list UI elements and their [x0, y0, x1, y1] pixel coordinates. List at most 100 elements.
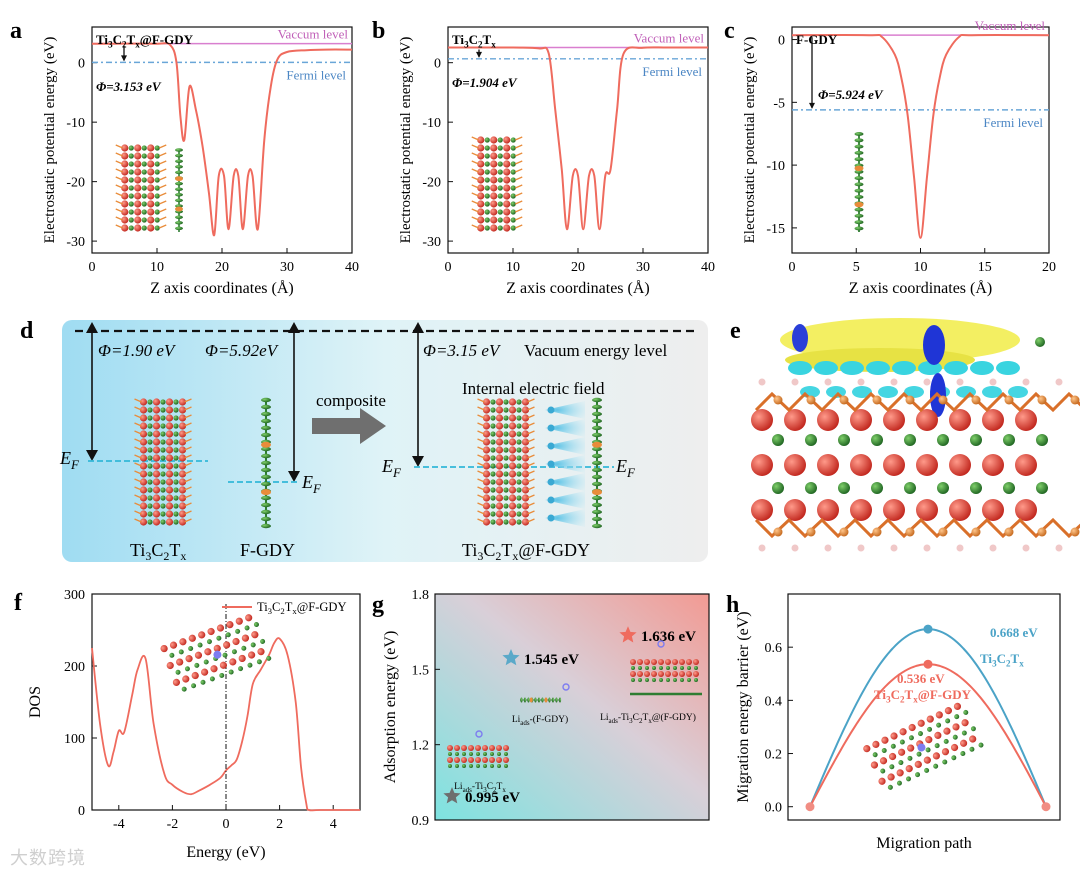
- hydrogen-atom: [791, 378, 799, 386]
- carbon-atom: [497, 169, 503, 175]
- carbon-atom: [160, 399, 166, 405]
- titanium-atom: [495, 510, 504, 518]
- carbon-atom: [175, 669, 181, 675]
- titanium-atom: [495, 430, 504, 438]
- x-tick-label: 2: [276, 817, 283, 832]
- gdy-ring: [534, 697, 537, 703]
- terminal-bond: [158, 224, 167, 229]
- titanium-atom: [216, 624, 225, 632]
- carbon-atom: [497, 153, 503, 159]
- terminal-bond: [184, 494, 192, 499]
- titanium-atom: [495, 406, 504, 414]
- titanium-atom: [482, 406, 491, 414]
- carbon-atom: [128, 201, 134, 207]
- titanium-atom: [461, 757, 467, 763]
- carbon-atom: [631, 666, 635, 670]
- y-tick-label: -20: [66, 176, 85, 191]
- terminal-bond: [527, 398, 535, 403]
- carbon-atom: [484, 153, 490, 159]
- oxygen-atom: [839, 527, 849, 537]
- x-tick-label: 20: [1042, 260, 1056, 275]
- titanium-atom: [178, 406, 187, 414]
- titanium-atom: [490, 184, 498, 192]
- carbon-atom: [1003, 434, 1015, 446]
- titanium-atom: [508, 422, 517, 430]
- titanium-atom: [134, 200, 142, 208]
- titanium-atom: [751, 454, 773, 476]
- titanium-atom: [179, 638, 187, 646]
- carbon-atom: [970, 482, 982, 494]
- titanium-atom: [482, 470, 491, 478]
- carbon-atom: [510, 193, 516, 199]
- titanium-atom: [165, 454, 174, 462]
- titanium-atom: [152, 438, 161, 446]
- titanium-atom: [134, 224, 142, 232]
- carbon-atom: [925, 747, 931, 753]
- terminal-bond: [477, 414, 485, 419]
- titanium-atom: [496, 757, 502, 763]
- carbon-atom: [510, 201, 516, 207]
- titanium-atom: [139, 414, 148, 422]
- terminal-bond: [471, 168, 480, 173]
- composite-structure-right: [477, 397, 602, 529]
- titanium-atom: [658, 659, 664, 665]
- terminal-bond: [527, 518, 535, 523]
- charge-cloud-cyan: [996, 361, 1020, 375]
- carbon-atom: [916, 751, 922, 757]
- gdy-ring: [592, 397, 602, 403]
- carbon-atom: [173, 519, 179, 525]
- terminal-bond: [477, 462, 485, 467]
- titanium-atom: [482, 494, 491, 502]
- y-tick-label: 0: [778, 34, 785, 49]
- titanium-atom: [139, 438, 148, 446]
- gdy-ring: [854, 132, 864, 136]
- y-axis-label: Migration energy barrier (eV): [735, 611, 752, 802]
- titanium-atom: [943, 727, 951, 735]
- carbon-atom: [173, 447, 179, 453]
- titanium-atom: [178, 486, 187, 494]
- carbon-atom: [160, 455, 166, 461]
- carbon-atom: [448, 752, 452, 756]
- titanium-atom: [475, 757, 481, 763]
- titanium-atom: [139, 510, 148, 518]
- carbon-atom: [490, 423, 496, 429]
- field-cone: [545, 491, 585, 509]
- titanium-atom: [1015, 499, 1037, 521]
- hydrogen-atom: [956, 378, 964, 386]
- titanium-atom: [152, 510, 161, 518]
- gdy-ring: [854, 157, 864, 162]
- titanium-atom: [1015, 409, 1037, 431]
- carbon-atom: [503, 479, 509, 485]
- carbon-atom: [497, 177, 503, 183]
- carbon-atom: [191, 683, 197, 689]
- titanium-atom: [139, 518, 148, 526]
- carbon-atom: [1036, 482, 1048, 494]
- carbon-atom: [694, 666, 698, 670]
- charge-cloud-cyan: [982, 386, 1002, 398]
- x-axis-label: Z axis coordinates (Å): [506, 279, 650, 297]
- titanium-atom: [482, 502, 491, 510]
- carbon-atom: [907, 755, 913, 761]
- titanium-atom: [490, 176, 498, 184]
- phi-arrow-head: [476, 51, 482, 58]
- titanium-atom: [508, 438, 517, 446]
- carbon-atom: [503, 447, 509, 453]
- field-cone: [545, 419, 585, 437]
- carbon-atom: [970, 434, 982, 446]
- titanium-atom: [152, 406, 161, 414]
- carbon-atom: [510, 169, 516, 175]
- titanium-atom: [482, 462, 491, 470]
- titanium-atom: [630, 671, 636, 677]
- hydrogen-atom: [758, 378, 766, 386]
- carbon-atom: [516, 503, 522, 509]
- terminal-bond: [477, 438, 485, 443]
- titanium-atom: [139, 502, 148, 510]
- charge-cloud-cyan: [866, 361, 890, 375]
- carbon-atom: [154, 177, 160, 183]
- charge-cloud-cyan: [892, 361, 916, 375]
- gdy-ring: [261, 495, 271, 501]
- gdy-ring: [261, 481, 271, 487]
- y-tick-label: 0.0: [765, 801, 783, 816]
- terminal-bond: [158, 144, 167, 149]
- titanium-atom: [637, 671, 643, 677]
